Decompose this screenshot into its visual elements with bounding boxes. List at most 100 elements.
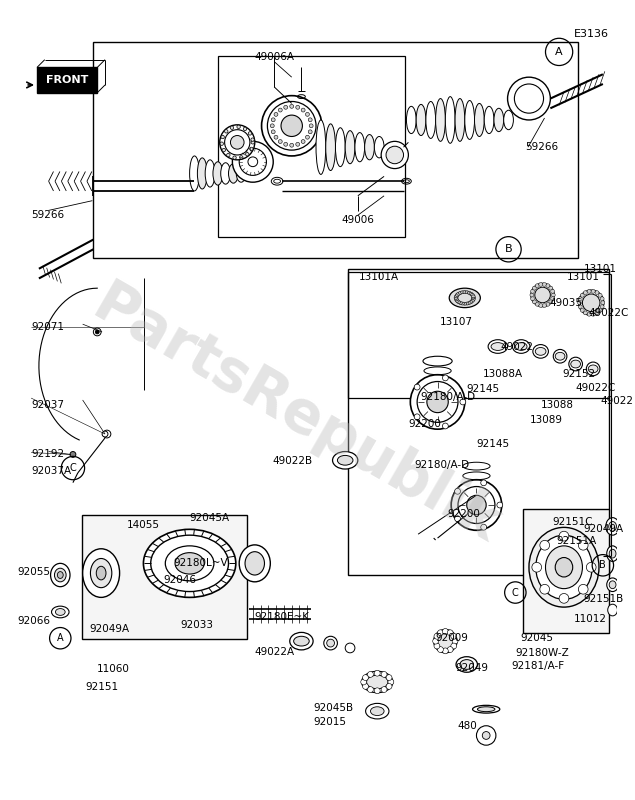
Ellipse shape bbox=[278, 139, 282, 143]
Text: 49022C: 49022C bbox=[588, 308, 629, 318]
Ellipse shape bbox=[535, 284, 539, 288]
Ellipse shape bbox=[305, 135, 309, 139]
Ellipse shape bbox=[571, 360, 580, 368]
Ellipse shape bbox=[587, 290, 591, 294]
Ellipse shape bbox=[463, 290, 467, 294]
Ellipse shape bbox=[578, 305, 582, 309]
Circle shape bbox=[386, 674, 392, 681]
Ellipse shape bbox=[355, 133, 364, 162]
Circle shape bbox=[368, 671, 373, 678]
Ellipse shape bbox=[472, 297, 476, 299]
Ellipse shape bbox=[553, 350, 567, 363]
Ellipse shape bbox=[465, 101, 474, 139]
Circle shape bbox=[460, 399, 465, 405]
Text: 92033: 92033 bbox=[180, 620, 213, 630]
Ellipse shape bbox=[607, 546, 618, 562]
Ellipse shape bbox=[598, 294, 602, 298]
Ellipse shape bbox=[251, 141, 255, 144]
Ellipse shape bbox=[532, 300, 537, 304]
Ellipse shape bbox=[455, 295, 458, 298]
Circle shape bbox=[375, 688, 380, 694]
Ellipse shape bbox=[546, 302, 550, 306]
Ellipse shape bbox=[545, 546, 582, 589]
Ellipse shape bbox=[507, 77, 551, 120]
Circle shape bbox=[452, 638, 458, 644]
Ellipse shape bbox=[51, 563, 70, 586]
Ellipse shape bbox=[239, 545, 271, 582]
Text: 11012: 11012 bbox=[573, 614, 606, 624]
Ellipse shape bbox=[427, 391, 448, 413]
Ellipse shape bbox=[284, 106, 288, 110]
Ellipse shape bbox=[205, 160, 215, 187]
Ellipse shape bbox=[451, 480, 502, 530]
Ellipse shape bbox=[584, 311, 587, 315]
Ellipse shape bbox=[316, 120, 326, 174]
Circle shape bbox=[438, 630, 443, 636]
Text: 92151B: 92151B bbox=[584, 594, 624, 605]
Circle shape bbox=[93, 328, 101, 336]
Ellipse shape bbox=[488, 340, 507, 354]
Text: 92151A: 92151A bbox=[556, 536, 596, 546]
Circle shape bbox=[540, 540, 549, 550]
Text: 92180/A-D: 92180/A-D bbox=[420, 392, 475, 402]
Ellipse shape bbox=[290, 632, 313, 650]
Ellipse shape bbox=[426, 102, 436, 138]
Ellipse shape bbox=[586, 362, 600, 376]
Ellipse shape bbox=[90, 558, 112, 588]
Text: E3136: E3136 bbox=[573, 29, 609, 38]
Text: 92055: 92055 bbox=[18, 567, 51, 578]
Text: 92180W-Z: 92180W-Z bbox=[516, 648, 569, 658]
Ellipse shape bbox=[485, 106, 494, 134]
Ellipse shape bbox=[591, 312, 595, 316]
Ellipse shape bbox=[608, 604, 617, 616]
Circle shape bbox=[381, 686, 387, 693]
Ellipse shape bbox=[494, 108, 504, 132]
Text: 14055: 14055 bbox=[126, 520, 159, 530]
Ellipse shape bbox=[293, 636, 309, 646]
Text: 92200: 92200 bbox=[408, 419, 441, 430]
Ellipse shape bbox=[416, 105, 426, 135]
Ellipse shape bbox=[580, 294, 584, 298]
Ellipse shape bbox=[460, 660, 474, 670]
Ellipse shape bbox=[239, 148, 267, 175]
Text: 13088: 13088 bbox=[540, 400, 573, 410]
Text: 59266: 59266 bbox=[31, 210, 64, 220]
Ellipse shape bbox=[455, 298, 458, 301]
Ellipse shape bbox=[366, 675, 388, 689]
Text: 13101A: 13101A bbox=[359, 272, 399, 282]
Ellipse shape bbox=[549, 286, 552, 290]
Ellipse shape bbox=[607, 578, 618, 591]
Text: 92045B: 92045B bbox=[313, 703, 353, 714]
Ellipse shape bbox=[274, 113, 278, 116]
Circle shape bbox=[443, 375, 448, 381]
Ellipse shape bbox=[271, 130, 275, 134]
Ellipse shape bbox=[267, 102, 316, 150]
Text: C: C bbox=[512, 587, 519, 598]
Ellipse shape bbox=[436, 98, 445, 142]
Ellipse shape bbox=[144, 530, 236, 598]
Circle shape bbox=[375, 670, 380, 676]
Ellipse shape bbox=[225, 130, 228, 133]
Ellipse shape bbox=[584, 290, 587, 294]
Ellipse shape bbox=[324, 636, 337, 650]
Ellipse shape bbox=[243, 127, 247, 130]
Ellipse shape bbox=[225, 130, 250, 155]
Ellipse shape bbox=[296, 106, 300, 110]
Ellipse shape bbox=[467, 291, 471, 294]
Ellipse shape bbox=[467, 495, 486, 514]
Text: 92071: 92071 bbox=[31, 322, 64, 332]
Ellipse shape bbox=[569, 358, 582, 371]
Ellipse shape bbox=[248, 157, 258, 166]
Circle shape bbox=[559, 594, 569, 603]
Text: 92152: 92152 bbox=[562, 369, 595, 379]
Bar bbox=[348, 272, 609, 398]
Ellipse shape bbox=[454, 297, 458, 299]
Ellipse shape bbox=[410, 374, 465, 429]
Ellipse shape bbox=[460, 291, 464, 294]
Ellipse shape bbox=[229, 164, 238, 183]
Text: 13101: 13101 bbox=[584, 264, 617, 274]
Circle shape bbox=[102, 431, 108, 437]
Ellipse shape bbox=[345, 643, 355, 653]
Ellipse shape bbox=[504, 110, 514, 130]
Ellipse shape bbox=[326, 124, 335, 170]
